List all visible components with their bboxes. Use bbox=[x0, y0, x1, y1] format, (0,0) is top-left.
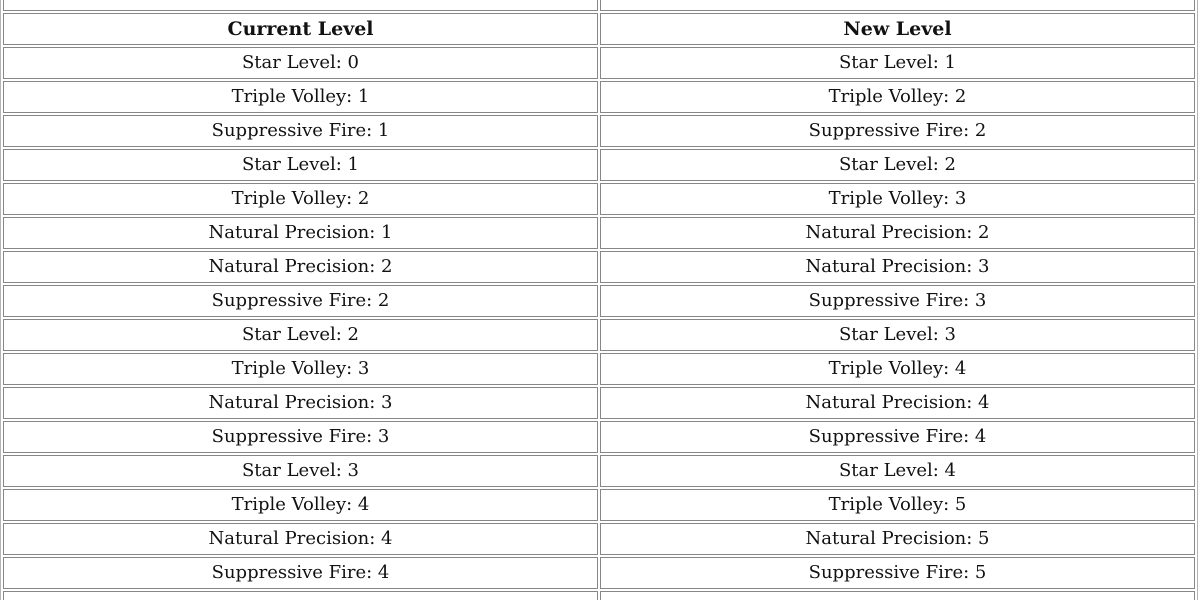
current-level-cell: Triple Volley: 2 bbox=[3, 183, 598, 215]
table-row: Star Level: 2 Star Level: 3 bbox=[3, 319, 1195, 351]
new-level-cell: Star Level: 1 bbox=[600, 47, 1195, 79]
new-level-cell: Natural Precision: 5 bbox=[600, 523, 1195, 555]
table-row-partial-bottom bbox=[3, 591, 1195, 600]
current-level-cell: Star Level: 3 bbox=[3, 455, 598, 487]
current-level-cell: Natural Precision: 4 bbox=[3, 523, 598, 555]
new-level-cell: Suppressive Fire: 3 bbox=[600, 285, 1195, 317]
table-row: Star Level: 3 Star Level: 4 bbox=[3, 455, 1195, 487]
new-level-cell: Star Level: 3 bbox=[600, 319, 1195, 351]
table-row: Natural Precision: 1 Natural Precision: … bbox=[3, 217, 1195, 249]
table-row: Star Level: 0 Star Level: 1 bbox=[3, 47, 1195, 79]
partial-cell bbox=[3, 591, 598, 600]
table-row: Natural Precision: 2 Natural Precision: … bbox=[3, 251, 1195, 283]
new-level-cell: Star Level: 4 bbox=[600, 455, 1195, 487]
current-level-cell: Triple Volley: 1 bbox=[3, 81, 598, 113]
new-level-cell: Suppressive Fire: 2 bbox=[600, 115, 1195, 147]
current-level-cell: Star Level: 1 bbox=[3, 149, 598, 181]
table-row: Suppressive Fire: 1 Suppressive Fire: 2 bbox=[3, 115, 1195, 147]
new-level-cell: Natural Precision: 2 bbox=[600, 217, 1195, 249]
current-level-cell: Triple Volley: 3 bbox=[3, 353, 598, 385]
current-level-cell: Natural Precision: 2 bbox=[3, 251, 598, 283]
partial-cell bbox=[3, 0, 598, 11]
current-level-cell: Suppressive Fire: 4 bbox=[3, 557, 598, 589]
table-row: Star Level: 1 Star Level: 2 bbox=[3, 149, 1195, 181]
table-row: Suppressive Fire: 2 Suppressive Fire: 3 bbox=[3, 285, 1195, 317]
new-level-cell: Natural Precision: 3 bbox=[600, 251, 1195, 283]
current-level-cell: Suppressive Fire: 3 bbox=[3, 421, 598, 453]
new-level-cell: Natural Precision: 4 bbox=[600, 387, 1195, 419]
new-level-cell: Suppressive Fire: 4 bbox=[600, 421, 1195, 453]
current-level-cell: Star Level: 0 bbox=[3, 47, 598, 79]
table-row: Natural Precision: 3 Natural Precision: … bbox=[3, 387, 1195, 419]
partial-cell bbox=[600, 591, 1195, 600]
column-header-current-level: Current Level bbox=[3, 13, 598, 45]
current-level-cell: Natural Precision: 3 bbox=[3, 387, 598, 419]
new-level-cell: Triple Volley: 5 bbox=[600, 489, 1195, 521]
new-level-cell: Suppressive Fire: 5 bbox=[600, 557, 1195, 589]
current-level-cell: Natural Precision: 1 bbox=[3, 217, 598, 249]
table-row: Natural Precision: 4 Natural Precision: … bbox=[3, 523, 1195, 555]
table-row: Triple Volley: 1 Triple Volley: 2 bbox=[3, 81, 1195, 113]
new-level-cell: Triple Volley: 3 bbox=[600, 183, 1195, 215]
new-level-cell: Triple Volley: 2 bbox=[600, 81, 1195, 113]
table-row: Suppressive Fire: 4 Suppressive Fire: 5 bbox=[3, 557, 1195, 589]
table-row-partial-top bbox=[3, 0, 1195, 11]
partial-cell bbox=[600, 0, 1195, 11]
new-level-cell: Triple Volley: 4 bbox=[600, 353, 1195, 385]
table-row: Triple Volley: 4 Triple Volley: 5 bbox=[3, 489, 1195, 521]
current-level-cell: Suppressive Fire: 2 bbox=[3, 285, 598, 317]
current-level-cell: Star Level: 2 bbox=[3, 319, 598, 351]
table-row: Triple Volley: 3 Triple Volley: 4 bbox=[3, 353, 1195, 385]
table-row: Triple Volley: 2 Triple Volley: 3 bbox=[3, 183, 1195, 215]
column-header-new-level: New Level bbox=[600, 13, 1195, 45]
current-level-cell: Suppressive Fire: 1 bbox=[3, 115, 598, 147]
table-header-row: Current Level New Level bbox=[3, 13, 1195, 45]
new-level-cell: Star Level: 2 bbox=[600, 149, 1195, 181]
table-row: Suppressive Fire: 3 Suppressive Fire: 4 bbox=[3, 421, 1195, 453]
current-level-cell: Triple Volley: 4 bbox=[3, 489, 598, 521]
